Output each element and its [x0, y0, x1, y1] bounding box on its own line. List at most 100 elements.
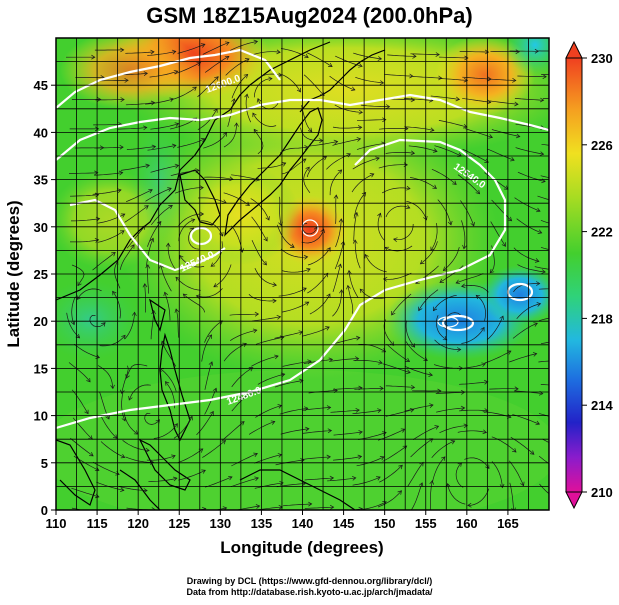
streamline [538, 360, 549, 363]
streamline-arrow [433, 148, 438, 153]
streamline [150, 165, 179, 173]
streamline [438, 78, 468, 81]
streamline [487, 148, 515, 161]
streamline-arrow [382, 276, 388, 282]
streamline [251, 51, 281, 56]
streamline [538, 413, 549, 417]
streamline [307, 247, 331, 266]
streamline-arrow [196, 61, 202, 66]
streamline-arrow [438, 75, 443, 81]
streamline [146, 455, 176, 461]
streamline-arrow [145, 264, 151, 269]
streamline-arrow [228, 475, 233, 481]
streamline [148, 477, 177, 482]
streamline-arrow [225, 41, 230, 46]
streamline-arrow [439, 278, 445, 283]
streamline [377, 490, 402, 508]
streamline-arrow [200, 138, 206, 143]
streamline [418, 289, 439, 311]
streamline [281, 268, 311, 273]
streamline [378, 164, 408, 169]
streamline [145, 98, 174, 105]
streamline [274, 331, 303, 339]
streamline-arrow [378, 360, 383, 365]
streamline [384, 245, 413, 252]
streamline [332, 264, 341, 293]
colorbar-ticks: 230 226 222 218 214 210 [582, 51, 613, 500]
streamline [126, 146, 156, 150]
streamline [439, 265, 464, 283]
streamline [334, 241, 344, 270]
streamline-arrow [255, 504, 261, 509]
streamline [204, 176, 233, 180]
streamline-arrow [274, 354, 279, 360]
streamline [280, 146, 309, 154]
streamline-arrow [118, 170, 124, 176]
streamline-arrow [302, 287, 307, 292]
streamline [71, 296, 76, 325]
streamline-arrow [382, 117, 387, 123]
streamline [251, 216, 268, 242]
streamline [334, 104, 363, 113]
streamline-arrow [455, 96, 461, 102]
streamline-arrow [529, 450, 535, 455]
streamline [332, 456, 362, 461]
streamline [99, 335, 126, 347]
streamline-arrow [145, 163, 150, 169]
streamline [167, 243, 177, 271]
streamline-arrow [488, 134, 493, 139]
streamline-arrow [447, 220, 453, 226]
streamline [431, 440, 455, 459]
streamline-arrow [305, 166, 310, 172]
streamline-arrow [337, 169, 343, 174]
streamline-arrow [358, 63, 363, 68]
streamline [151, 205, 173, 226]
streamline-arrow [541, 269, 546, 274]
streamline-arrow [419, 461, 424, 467]
streamline [306, 156, 327, 178]
streamline [491, 436, 517, 453]
streamline-arrow [94, 238, 100, 243]
streamline-arrow [385, 104, 391, 110]
streamline-arrow [429, 403, 434, 408]
streamline [364, 254, 387, 273]
streamline-arrow [482, 429, 488, 435]
streamline [333, 387, 363, 390]
streamline [486, 315, 504, 341]
streamline [353, 52, 382, 60]
streamline [125, 51, 155, 54]
streamline [432, 456, 446, 483]
streamline-arrow [566, 522, 570, 526]
colorbar-label: 210 [591, 485, 613, 500]
streamline [309, 293, 331, 315]
streamline-arrow [377, 408, 382, 413]
x-tick-label: 125 [168, 516, 190, 531]
streamline-arrow [559, 469, 563, 473]
streamline [347, 285, 354, 314]
streamline-arrow [304, 53, 309, 59]
streamline [121, 365, 129, 394]
streamline [430, 223, 438, 251]
streamline-arrow [353, 211, 359, 217]
streamline-arrow [499, 483, 505, 489]
streamline-arrow [329, 475, 335, 481]
streamline-arrow [418, 306, 423, 312]
streamline-arrow [405, 204, 411, 210]
streamline-arrow [201, 469, 206, 474]
credits-data-source: Data from http://database.rish.kyoto-u.a… [186, 587, 433, 597]
streamline [436, 407, 465, 413]
streamline-arrow [265, 216, 270, 221]
streamline-arrow [148, 188, 153, 194]
streamline [147, 264, 150, 294]
streamline [99, 79, 129, 82]
streamline [431, 168, 457, 185]
streamline-arrow [97, 97, 102, 102]
streamline [540, 384, 549, 386]
streamline-arrow [272, 282, 277, 287]
streamline-arrow [171, 454, 176, 460]
streamline [515, 147, 544, 155]
streamline-arrow [94, 170, 99, 176]
x-axis-title: Longitude (degrees) [220, 538, 383, 557]
streamline-arrow [462, 244, 467, 250]
streamline-arrow [514, 101, 519, 107]
